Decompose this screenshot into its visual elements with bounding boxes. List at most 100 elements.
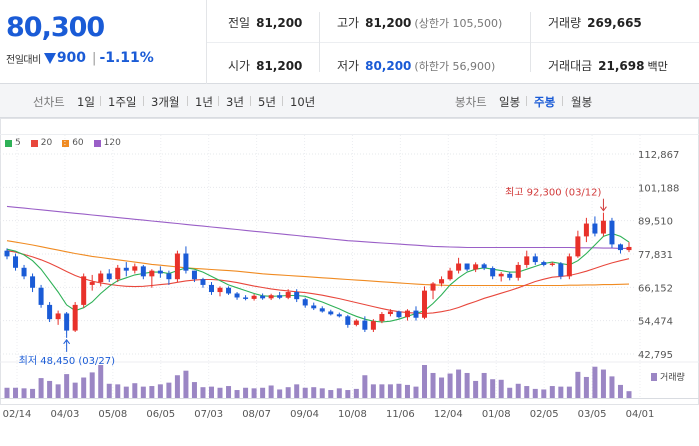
legend-swatch: [93, 139, 101, 147]
legend-swatch: [62, 139, 70, 147]
x-tick-label: 08/07: [242, 409, 271, 420]
toolbar-divider: [218, 96, 219, 106]
candle-body: [396, 311, 402, 318]
x-tick-label: 07/03: [194, 409, 223, 420]
volume-bar: [149, 386, 155, 398]
volume-legend-label: 거래량: [660, 373, 685, 383]
price-box: 80,300 전일대비 900 | -1.11%: [0, 0, 207, 84]
volume-bar: [592, 366, 598, 398]
legend-label: 5: [15, 138, 21, 148]
period-3m[interactable]: 3개월: [151, 95, 180, 109]
volume-bar: [439, 377, 445, 398]
volume-bar: [200, 387, 206, 398]
candle-body: [498, 273, 504, 277]
stat-value: 269,665: [587, 16, 642, 30]
ma-line-ma5: [6, 232, 630, 323]
candle-body: [456, 263, 462, 271]
candle-body: [490, 268, 496, 277]
candle-body: [64, 313, 70, 331]
volume-bar: [251, 388, 257, 398]
period-5y[interactable]: 5년: [258, 95, 276, 109]
x-tick-label: 04/01: [626, 409, 655, 420]
candle-monthly[interactable]: 월봉: [571, 95, 593, 109]
period-1w[interactable]: 1주일: [108, 95, 137, 109]
candle-weekly[interactable]: 주봉: [534, 95, 556, 109]
volume-bar: [549, 386, 555, 398]
x-tick-label: 03/05: [578, 409, 607, 420]
change-percent: -1.11%: [99, 50, 154, 66]
stat-volume: 거래량 269,665: [548, 14, 642, 31]
volume-bar: [566, 386, 572, 398]
legend-ma5: 5: [5, 138, 21, 148]
volume-bar: [387, 384, 393, 398]
current-price: 80,300: [6, 12, 105, 43]
volume-bar: [464, 372, 470, 398]
candle-body: [106, 273, 112, 280]
candle-body: [558, 263, 564, 277]
candle-daily[interactable]: 일봉: [499, 95, 521, 109]
y-tick-label: 112,867: [638, 150, 679, 161]
chart-annotations: 최고 92,300 (03/12) 최저 48,450 (03/27): [19, 187, 607, 367]
volume-bar: [285, 387, 291, 398]
volume-bar: [473, 380, 479, 398]
volume-bar: [21, 388, 27, 398]
legend-swatch: [30, 139, 38, 147]
volume-bar: [191, 382, 197, 398]
volume-bar: [353, 388, 359, 398]
period-1y[interactable]: 1년: [195, 95, 213, 109]
stat-label: 시가: [228, 59, 251, 73]
change-row: 전일대비 900 | -1.11%: [6, 50, 154, 66]
volume-bar: [532, 388, 538, 398]
ma-line-ma120: [6, 205, 629, 249]
volume-bar: [345, 390, 351, 398]
toolbar-divider: [282, 96, 283, 106]
x-tick-label: 11/06: [386, 409, 415, 420]
volume-bar: [89, 372, 95, 398]
volume-bar: [413, 386, 419, 398]
candle-body: [583, 223, 589, 237]
volume-bar: [362, 375, 368, 398]
volume-bar: [81, 377, 87, 398]
candle-body: [617, 244, 623, 251]
candle-body: [277, 295, 283, 298]
candle-body: [515, 264, 521, 278]
volume-bar: [524, 386, 530, 398]
period-10y[interactable]: 10년: [290, 95, 316, 109]
x-tick-label: 06/05: [146, 409, 175, 420]
candle-body: [319, 308, 325, 312]
candle-body: [413, 310, 419, 318]
volume-bar: [447, 373, 453, 398]
candle-body: [600, 220, 606, 234]
row-divider: [207, 42, 699, 43]
column-divider: [319, 12, 320, 72]
candle-body: [447, 270, 453, 280]
candle-body: [157, 270, 163, 274]
candle-body: [208, 284, 214, 293]
change-amount: 900: [56, 50, 87, 66]
volume-bar: [600, 369, 606, 398]
candle-body: [217, 287, 223, 293]
high-arrow-head: [600, 206, 607, 212]
volume-bar: [234, 390, 240, 398]
x-tick-label: 04/03: [51, 409, 80, 420]
x-tick-label: 12/04: [434, 409, 463, 420]
candle-body: [123, 267, 129, 271]
candle-body: [541, 262, 547, 265]
period-1d[interactable]: 1일: [77, 95, 95, 109]
line-chart-label[interactable]: 선차트: [33, 95, 65, 109]
volume-bar: [626, 391, 632, 398]
volume-bar: [183, 370, 189, 398]
candle-body: [89, 282, 95, 285]
candle-body: [626, 246, 632, 251]
stock-chart[interactable]: 112,867 101,188 89,510 77,831 66,152 54,474 42…: [0, 118, 699, 446]
stat-value: 81,200: [256, 59, 303, 73]
candle-chart-label[interactable]: 봉차트: [455, 95, 487, 109]
legend-label: 120: [103, 138, 121, 148]
volume-bar: [294, 384, 300, 398]
period-3y[interactable]: 3년: [226, 95, 244, 109]
volume-bar: [422, 365, 428, 398]
volume-bar: [609, 376, 615, 398]
volume-bar: [507, 387, 513, 398]
volume-bar: [268, 385, 274, 398]
candle-body: [285, 292, 291, 298]
